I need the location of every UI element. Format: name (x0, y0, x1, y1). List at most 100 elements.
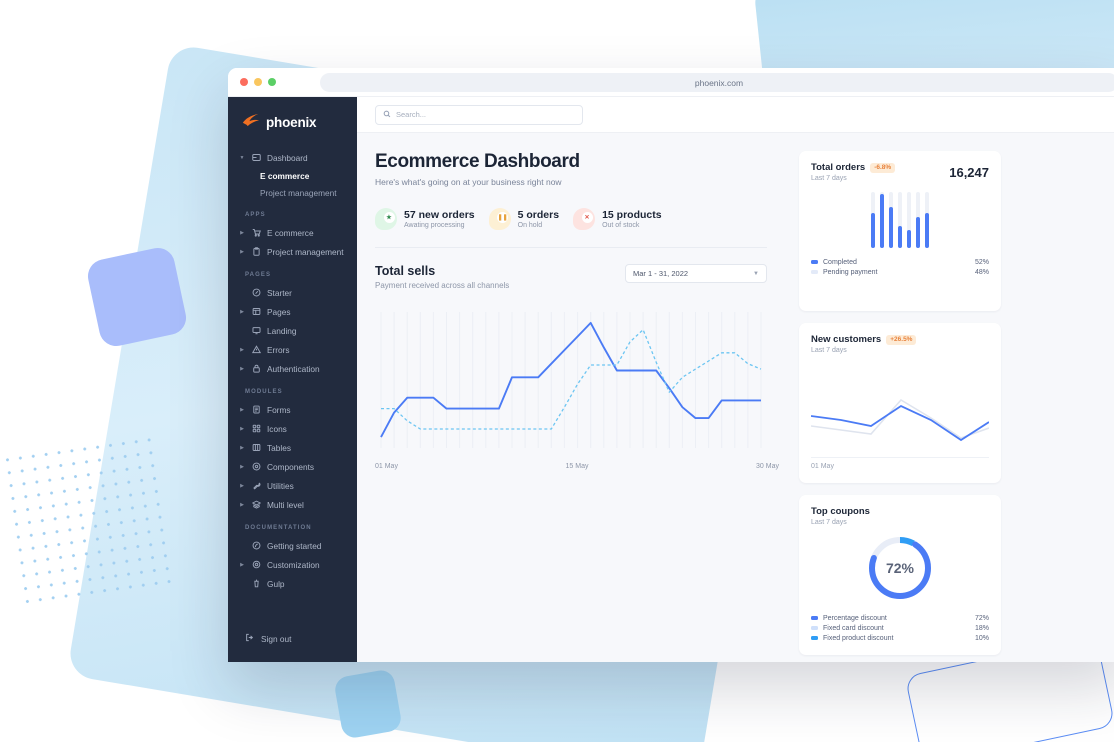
chevron-right-icon: ▶ (240, 444, 244, 451)
form-icon (251, 405, 261, 415)
address-bar[interactable]: phoenix.com (320, 73, 1114, 92)
stat-summary-row: ★ 57 new orders Awating processing (375, 208, 785, 230)
components-icon (251, 462, 261, 472)
status-badge: +26.5% (886, 334, 917, 345)
legend-item: Fixed product discount 10% (811, 633, 989, 643)
decorative-dot-grid (0, 433, 172, 605)
stat-caption: Awating processing (404, 222, 465, 229)
sidebar-item-label: Icons (267, 423, 287, 434)
sidebar-section-modules: Modules (245, 389, 283, 395)
sidebar-item-gulp[interactable]: Gulp (228, 574, 357, 593)
chevron-right-icon: ▶ (240, 406, 244, 413)
star-badge-icon: ★ (375, 208, 397, 230)
close-window-button[interactable] (240, 78, 248, 86)
sidebar-section-pages: Pages (245, 272, 272, 278)
rocket-icon (251, 541, 261, 551)
stat-caption: On hold (517, 222, 543, 229)
sidebar-item-label: Components (267, 461, 315, 472)
sign-out-button[interactable]: Sign out (228, 633, 357, 662)
monitor-icon (251, 326, 261, 336)
cross-badge-icon: ✕ (573, 208, 596, 230)
page-subtitle: Here's what's going on at your business … (375, 177, 562, 187)
legend-label: Percentage discount (823, 614, 887, 622)
sidebar-item-customization[interactable]: ▶ Customization (228, 555, 357, 574)
main-area: Search... Ecommerce Dashboard Here's wha… (357, 97, 1114, 662)
date-range-value: Mar 1 - 31, 2022 (633, 269, 689, 278)
sidebar-nav: ▼ Dashboard E commerce Project managemen… (228, 144, 357, 633)
table-icon (251, 443, 261, 453)
stat-new-orders[interactable]: ★ 57 new orders Awating processing (375, 208, 475, 230)
sidebar-item-label: Landing (267, 325, 297, 336)
maximize-window-button[interactable] (268, 78, 276, 86)
app-body: phoenix ▼ Dashboard E commerce Project m… (228, 97, 1114, 662)
sidebar-item-apps-e-commerce[interactable]: ▶ E commerce (228, 223, 357, 242)
cup-icon (251, 579, 261, 589)
legend-value: 72% (974, 614, 989, 622)
sidebar-item-apps-project-management[interactable]: ▶ Project management (228, 242, 357, 261)
sidebar-item-pages[interactable]: ▶ Pages (228, 302, 357, 321)
page-title: Ecommerce Dashboard (375, 151, 580, 172)
sidebar-item-label: Dashboard (267, 152, 308, 163)
sidebar-item-icons[interactable]: ▶ Icons (228, 419, 357, 438)
date-range-select[interactable]: Mar 1 - 31, 2022 ▼ (625, 264, 767, 283)
stat-value: 5 orders (517, 209, 560, 221)
gear-icon (251, 560, 261, 570)
chevron-right-icon: ▶ (240, 365, 244, 372)
sidebar-item-starter[interactable]: Starter (228, 283, 357, 302)
sidebar-item-errors[interactable]: ▶ Errors (228, 340, 357, 359)
compass-icon (251, 288, 261, 298)
sidebar-item-landing[interactable]: Landing (228, 321, 357, 340)
new-customers-sparkline (810, 398, 990, 442)
sidebar-item-e-commerce-dashboard[interactable]: E commerce (260, 170, 310, 181)
phoenix-bird-icon (242, 113, 260, 132)
x-tick: 15 May (565, 463, 589, 470)
donut-center-label: 72% (885, 560, 915, 576)
chevron-right-icon: ▶ (240, 482, 244, 489)
minimize-window-button[interactable] (254, 78, 262, 86)
chevron-right-icon: ▶ (240, 346, 244, 353)
card-value: 16,247 (949, 164, 989, 180)
top-coupons-legend: Percentage discount 72% Fixed card disco… (811, 613, 989, 643)
sidebar-item-components[interactable]: ▶ Components (228, 457, 357, 476)
section-divider (375, 247, 767, 248)
stat-out-of-stock[interactable]: ✕ 15 products Out of stock (573, 208, 662, 230)
layout-icon (251, 307, 261, 317)
stat-on-hold[interactable]: ❚❚ 5 orders On hold (488, 208, 560, 230)
layers-icon (251, 500, 261, 510)
sidebar-item-label: Starter (267, 287, 292, 298)
chevron-right-icon: ▶ (240, 248, 244, 255)
pause-badge-icon: ❚❚ (488, 208, 511, 230)
sidebar-section-documentation: Documentation (245, 525, 312, 531)
sidebar-item-multi-level[interactable]: ▶ Multi level (228, 495, 357, 514)
total-orders-bar-chart (811, 192, 989, 248)
right-column: Total orders -6.8% Last 7 days 16,247 (799, 151, 1114, 662)
sidebar-item-utilities[interactable]: ▶ Utilities (228, 476, 357, 495)
dashboard-icon (251, 153, 261, 163)
legend-item: Fixed card discount 18% (811, 623, 989, 633)
window-controls[interactable] (240, 78, 276, 86)
search-placeholder: Search... (396, 110, 427, 119)
decorative-square-lavender (84, 244, 190, 350)
sidebar-item-label: Errors (267, 344, 290, 355)
bar (871, 192, 875, 248)
sidebar-item-label: Utilities (267, 480, 294, 491)
sidebar-item-dashboard[interactable]: ▼ Dashboard (228, 148, 357, 167)
sidebar-item-getting-started[interactable]: Getting started (228, 536, 357, 555)
card-subtitle: Last 7 days (811, 519, 847, 526)
search-input[interactable]: Search... (375, 104, 583, 125)
sidebar-item-tables[interactable]: ▶ Tables (228, 438, 357, 457)
total-sells-title: Total sells (375, 264, 436, 278)
sidebar-item-label: Pages (267, 306, 291, 317)
donut-svg (869, 537, 931, 599)
legend-label: Fixed product discount (823, 634, 894, 642)
total-sells-subtitle: Payment received across all channels (375, 281, 510, 290)
chevron-right-icon: ▶ (240, 561, 244, 568)
brand-logo[interactable]: phoenix (228, 97, 357, 144)
card-title-text: Top coupons (811, 506, 870, 517)
sidebar-item-forms[interactable]: ▶ Forms (228, 400, 357, 419)
sidebar-item-project-management-dashboard[interactable]: Project management (260, 187, 337, 198)
sidebar-section-apps: Apps (245, 212, 266, 218)
sidebar-item-authentication[interactable]: ▶ Authentication (228, 359, 357, 378)
legend-swatch (811, 636, 818, 640)
total-orders-legend: Completed 52% Pending payment 48% (811, 257, 989, 277)
